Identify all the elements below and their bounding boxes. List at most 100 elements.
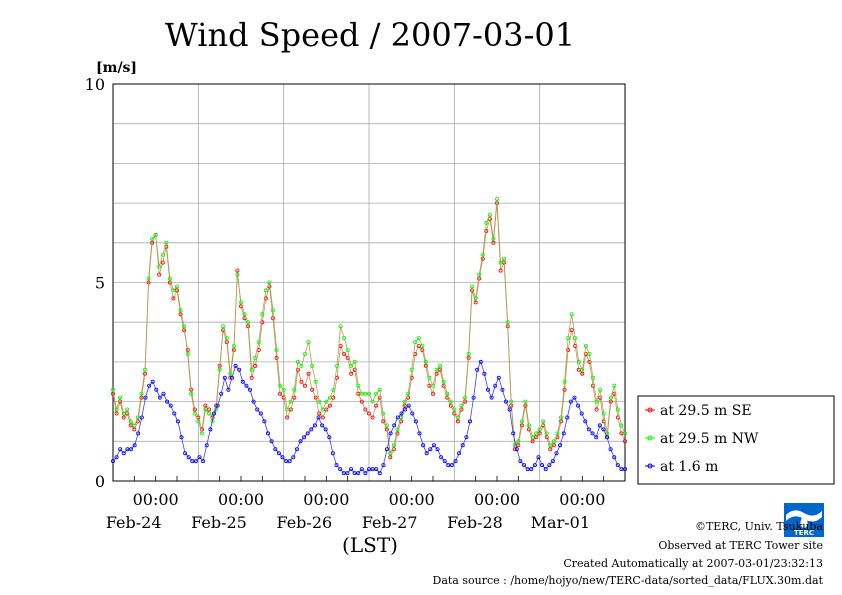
series-point — [197, 455, 202, 460]
series-point — [278, 391, 283, 396]
series-point — [178, 312, 183, 317]
series-point — [583, 343, 588, 348]
series-point — [349, 371, 354, 376]
series-point — [493, 383, 498, 388]
series-point — [327, 435, 332, 440]
legend-swatch-marker — [647, 463, 653, 469]
series-point — [237, 367, 242, 372]
series-point — [226, 387, 231, 392]
series-point — [530, 435, 535, 440]
series-point — [548, 443, 553, 448]
series-point — [489, 395, 494, 400]
series-point — [228, 371, 233, 376]
series-point — [598, 387, 603, 392]
series-point — [522, 463, 527, 468]
series-point — [132, 443, 137, 448]
series-point — [409, 367, 414, 372]
series-point — [221, 324, 226, 329]
series-point — [590, 431, 595, 436]
series-point — [260, 320, 265, 325]
series-point — [114, 407, 119, 412]
series-point — [519, 423, 524, 428]
series-point — [185, 351, 190, 356]
series-point — [206, 411, 211, 416]
series-point — [349, 363, 354, 368]
series-point — [540, 463, 545, 468]
series-point — [406, 391, 411, 396]
series-point — [292, 395, 297, 400]
series-point — [398, 419, 403, 424]
series-point — [310, 387, 315, 392]
series-point — [203, 403, 208, 408]
series-point — [420, 347, 425, 352]
y-axis-unit: [m/s] — [96, 60, 137, 76]
series-point — [509, 399, 514, 404]
series-point — [576, 403, 581, 408]
series-point — [135, 415, 140, 420]
series-point — [320, 407, 325, 412]
series-point — [146, 276, 151, 281]
series-point — [491, 240, 496, 245]
series-point — [537, 427, 542, 432]
footer-source: Data source : /home/hojyo/new/TERC-data/… — [433, 574, 824, 587]
series-point — [455, 415, 460, 420]
series-point — [572, 395, 577, 400]
series-point — [434, 367, 439, 372]
series-point — [295, 367, 300, 372]
series-point — [594, 399, 599, 404]
series-point — [224, 336, 229, 341]
series-point — [459, 403, 464, 408]
series-point — [377, 387, 382, 392]
x-tick-time-label: 00:00 — [474, 490, 520, 509]
x-tick-time-label: 00:00 — [218, 490, 264, 509]
series-point — [551, 439, 556, 444]
series-point — [285, 407, 290, 412]
series-point — [612, 383, 617, 388]
series-point — [554, 451, 559, 456]
series-point — [480, 256, 485, 261]
series-point — [192, 407, 197, 412]
series-point — [601, 411, 606, 416]
series-point — [525, 467, 530, 472]
x-tick-time-label: 00:00 — [133, 490, 179, 509]
series-point — [302, 383, 307, 388]
series-point — [548, 447, 553, 452]
series-point — [591, 383, 596, 388]
series-point — [391, 443, 396, 448]
series-point — [421, 443, 426, 448]
series-point — [168, 403, 173, 408]
series-point — [452, 407, 457, 412]
series-point — [442, 459, 447, 464]
series-point — [470, 284, 475, 289]
series-point — [381, 419, 386, 424]
series-point — [395, 415, 400, 420]
series-point — [249, 367, 254, 372]
series-point — [280, 455, 285, 460]
series-point — [395, 431, 400, 436]
series-point — [235, 272, 240, 277]
legend-box — [637, 395, 835, 485]
series-point — [457, 451, 462, 456]
legend-item-label: at 29.5 m NW — [660, 431, 759, 447]
footer-site: Observed at TERC Tower site — [658, 539, 823, 552]
series-point — [455, 419, 460, 424]
series-point — [269, 439, 274, 444]
series-point — [413, 419, 418, 424]
series-point — [323, 427, 328, 432]
series-point — [111, 387, 116, 392]
series-point — [182, 324, 187, 329]
series-point — [565, 415, 570, 420]
series-point — [370, 415, 375, 420]
series-point — [291, 455, 296, 460]
x-axis-ticks: 00:00 Feb-24 00:00 Feb-25 00:00 Feb-26 00:00 Fe… — [106, 490, 606, 532]
series-point — [438, 363, 443, 368]
terc-logo: TERC — [784, 503, 824, 537]
series-point — [541, 419, 546, 424]
series-point — [231, 343, 236, 348]
series-point — [348, 467, 353, 472]
series-point — [555, 431, 560, 436]
series-point — [204, 443, 209, 448]
series-point — [302, 435, 307, 440]
